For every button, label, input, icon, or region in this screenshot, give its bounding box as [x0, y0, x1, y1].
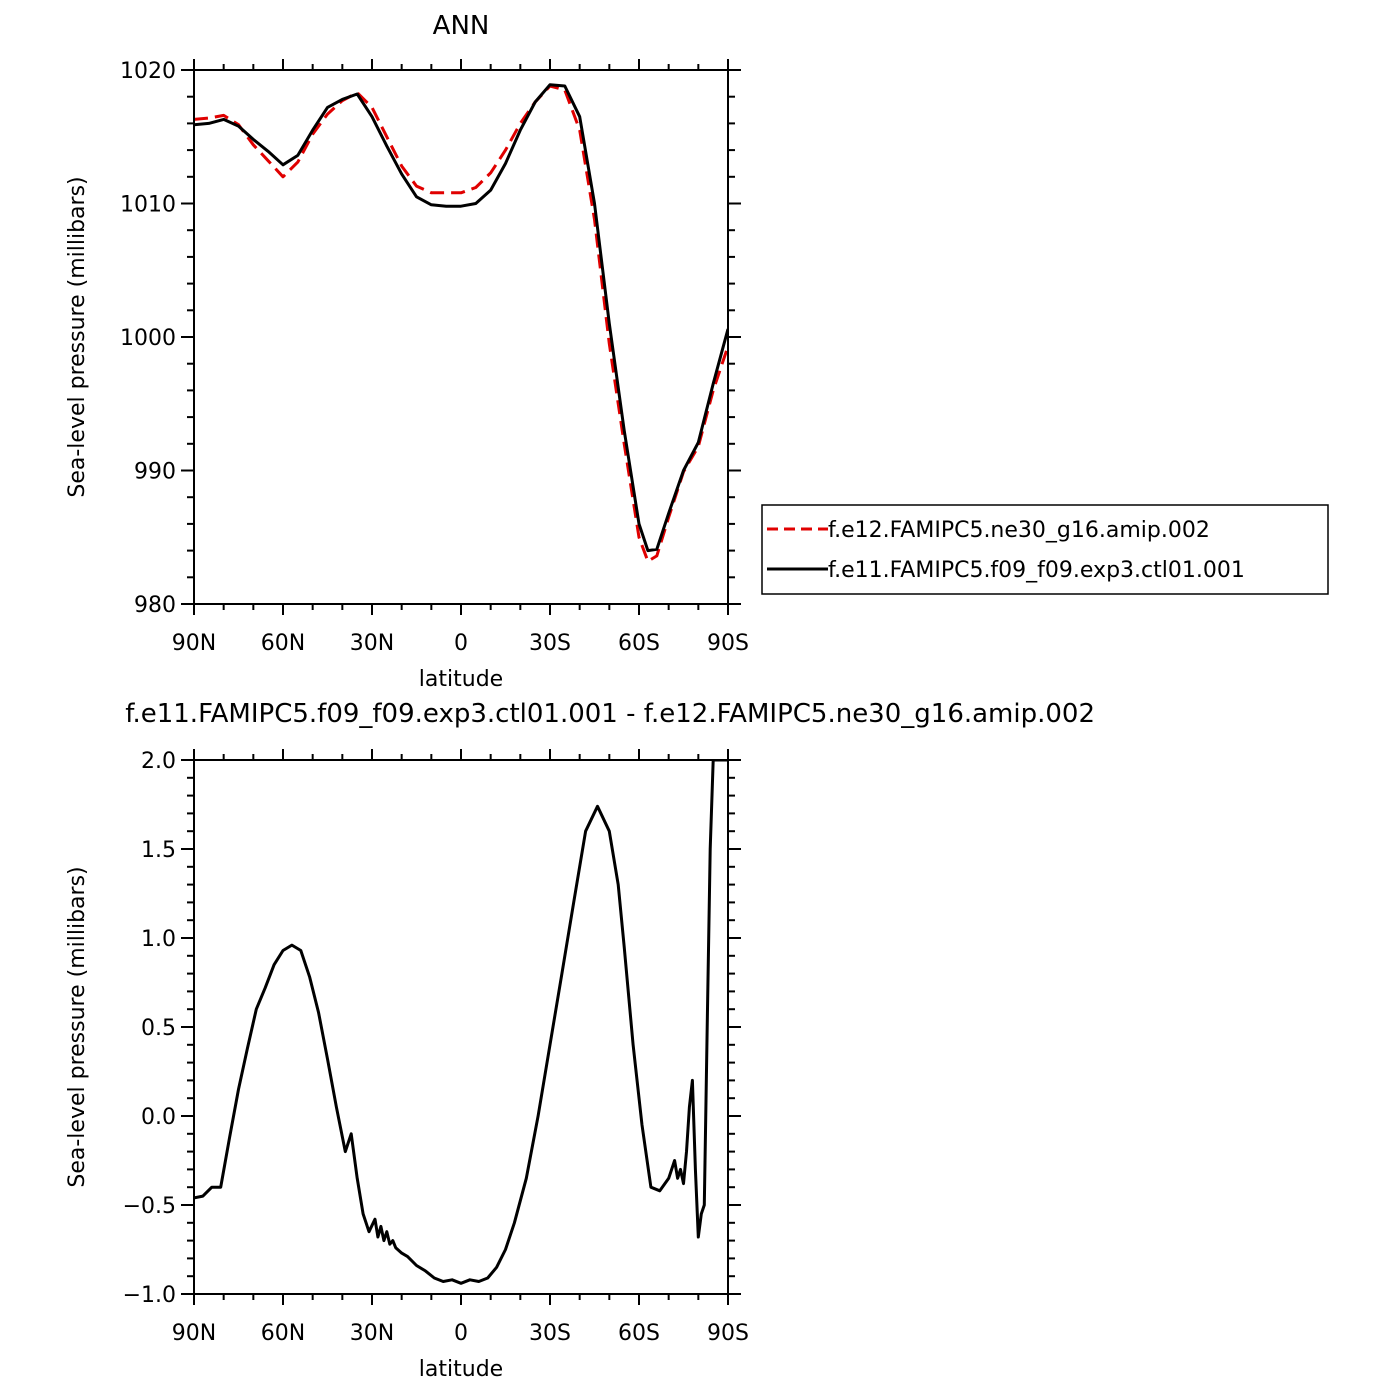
top-x-tick-label: 60N	[261, 631, 305, 656]
bottom-x-tick-label: 0	[454, 1321, 468, 1346]
top-panel: ANN 90N 60N 30N 0 30S 60S 90S 980 990 1000 1010 1020…	[65, 11, 749, 692]
top-x-tick-label: 0	[454, 631, 468, 656]
top-y-axis-label: Sea-level pressure (millibars)	[65, 176, 90, 497]
top-series-line-1	[194, 84, 728, 563]
top-x-tick-label: 30N	[350, 631, 394, 656]
bottom-panel: f.e11.FAMIPC5.f09_f09.exp3.ctl01.001 - f…	[65, 699, 1095, 1382]
top-y-tick-label: 1000	[120, 326, 176, 351]
legend: f.e12.FAMIPC5.ne30_g16.amip.002 f.e11.FA…	[761, 504, 1329, 595]
bottom-plot-frame	[193, 759, 729, 1295]
top-y-tick-label: 1020	[120, 59, 176, 84]
bottom-y-tick-label: 1.5	[141, 838, 176, 863]
bottom-y-tick-label: 2.0	[141, 749, 176, 774]
top-x-axis-label: latitude	[419, 667, 503, 692]
top-y-tick-label: 1010	[120, 193, 176, 218]
legend-entry-1: f.e12.FAMIPC5.ne30_g16.amip.002	[828, 518, 1210, 543]
bottom-y-tick-label: 0.5	[141, 1016, 176, 1041]
top-y-tick-label: 980	[134, 593, 176, 618]
bottom-x-tick-label: 90S	[707, 1321, 749, 1346]
bottom-x-tick-label: 60S	[618, 1321, 660, 1346]
legend-box	[761, 504, 1329, 595]
bottom-x-tick-label: 30N	[350, 1321, 394, 1346]
bottom-y-axis-label: Sea-level pressure (millibars)	[65, 866, 90, 1187]
bottom-x-axis-label: latitude	[419, 1357, 503, 1382]
bottom-y-tick-label: −0.5	[123, 1194, 176, 1219]
bottom-y-tick-label: 0.0	[141, 1105, 176, 1130]
bottom-x-tick-label: 90N	[172, 1321, 216, 1346]
top-x-tick-label: 60S	[618, 631, 660, 656]
top-plot-frame	[193, 69, 729, 605]
top-x-tick-label: 90N	[172, 631, 216, 656]
bottom-panel-title: f.e11.FAMIPC5.f09_f09.exp3.ctl01.001 - f…	[125, 699, 1095, 729]
top-x-tick-label: 30S	[529, 631, 571, 656]
bottom-series-line-1	[194, 760, 728, 1285]
bottom-y-tick-label: −1.0	[123, 1283, 176, 1308]
top-series-line-2	[194, 83, 728, 553]
bottom-x-tick-label: 30S	[529, 1321, 571, 1346]
legend-entry-2: f.e11.FAMIPC5.f09_f09.exp3.ctl01.001	[828, 558, 1245, 583]
top-panel-title: ANN	[433, 11, 490, 41]
bottom-y-tick-label: 1.0	[141, 927, 176, 952]
bottom-x-tick-label: 60N	[261, 1321, 305, 1346]
top-y-tick-label: 990	[134, 460, 176, 485]
top-x-tick-label: 90S	[707, 631, 749, 656]
